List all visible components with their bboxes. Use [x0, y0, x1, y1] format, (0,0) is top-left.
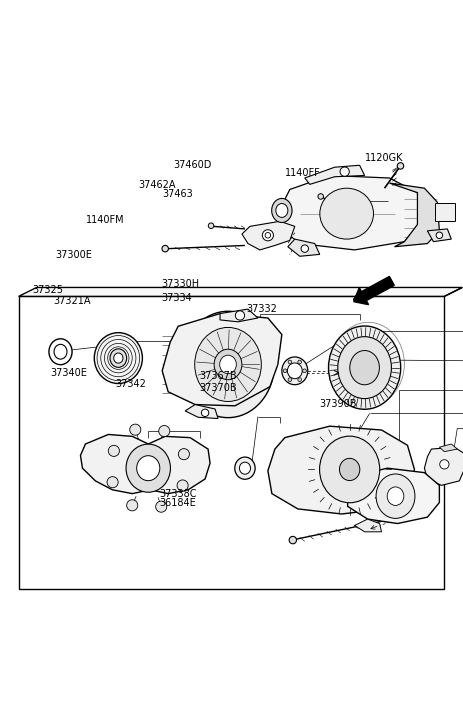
Text: 37367B: 37367B [199, 371, 237, 381]
Ellipse shape [94, 333, 142, 384]
Text: 1120GK: 1120GK [365, 153, 403, 163]
Text: 37340E: 37340E [50, 369, 88, 378]
Polygon shape [287, 239, 319, 257]
Ellipse shape [194, 327, 261, 401]
Text: 37338C: 37338C [159, 489, 196, 499]
Circle shape [162, 246, 168, 252]
Polygon shape [219, 309, 257, 322]
Circle shape [288, 378, 291, 382]
Ellipse shape [271, 198, 291, 222]
Ellipse shape [375, 474, 414, 518]
Circle shape [302, 369, 306, 373]
Circle shape [317, 193, 323, 199]
Ellipse shape [337, 337, 391, 398]
Circle shape [288, 537, 296, 544]
Polygon shape [19, 287, 461, 297]
Polygon shape [304, 165, 364, 185]
Circle shape [235, 311, 244, 320]
Circle shape [108, 446, 119, 457]
Polygon shape [426, 229, 450, 241]
Ellipse shape [49, 339, 72, 365]
Ellipse shape [126, 444, 170, 492]
Circle shape [288, 360, 291, 364]
Text: 37332: 37332 [245, 304, 276, 313]
Text: 37370B: 37370B [199, 382, 237, 393]
Text: 37334: 37334 [161, 293, 192, 303]
Ellipse shape [349, 350, 379, 385]
Ellipse shape [281, 357, 307, 385]
Ellipse shape [287, 363, 301, 379]
Text: 37342: 37342 [115, 379, 146, 389]
Circle shape [282, 369, 286, 373]
Circle shape [262, 230, 273, 241]
Circle shape [178, 449, 189, 459]
Ellipse shape [219, 356, 236, 374]
Circle shape [107, 477, 118, 488]
Polygon shape [19, 297, 444, 589]
Circle shape [435, 232, 442, 238]
Text: 37462A: 37462A [138, 180, 175, 190]
Text: 37390B: 37390B [318, 399, 356, 409]
Circle shape [396, 163, 403, 169]
Ellipse shape [239, 462, 250, 474]
Ellipse shape [234, 457, 255, 479]
Polygon shape [162, 313, 281, 406]
Polygon shape [241, 221, 294, 250]
Circle shape [158, 425, 169, 437]
Ellipse shape [113, 353, 123, 364]
Ellipse shape [328, 326, 400, 409]
Text: 36184E: 36184E [159, 498, 196, 508]
Ellipse shape [339, 458, 359, 481]
Circle shape [201, 409, 208, 417]
Ellipse shape [319, 436, 379, 503]
Ellipse shape [386, 487, 403, 505]
Polygon shape [279, 175, 419, 250]
Polygon shape [438, 444, 457, 451]
Circle shape [126, 499, 138, 511]
Text: 37460D: 37460D [173, 160, 212, 170]
Text: 37330H: 37330H [161, 279, 200, 289]
Circle shape [339, 167, 349, 176]
Polygon shape [388, 183, 438, 246]
Ellipse shape [213, 349, 241, 379]
Circle shape [297, 360, 301, 364]
Circle shape [300, 245, 308, 252]
Circle shape [297, 378, 301, 382]
FancyArrow shape [353, 276, 394, 305]
Circle shape [208, 223, 213, 228]
Circle shape [130, 424, 141, 435]
Text: 37325: 37325 [32, 286, 63, 295]
Ellipse shape [181, 311, 274, 417]
Polygon shape [80, 435, 210, 494]
Circle shape [177, 480, 188, 491]
Text: 37300E: 37300E [55, 250, 92, 260]
Polygon shape [267, 426, 413, 514]
Polygon shape [354, 519, 381, 532]
Polygon shape [347, 468, 438, 523]
Ellipse shape [275, 204, 287, 217]
Circle shape [264, 233, 270, 238]
Ellipse shape [54, 345, 67, 359]
Ellipse shape [110, 349, 126, 367]
Text: 1140FF: 1140FF [285, 169, 320, 178]
Ellipse shape [319, 188, 373, 239]
Text: 1140FM: 1140FM [86, 214, 125, 225]
Polygon shape [424, 447, 463, 486]
Text: 37321A: 37321A [53, 296, 90, 306]
Circle shape [156, 501, 166, 513]
Polygon shape [185, 404, 218, 419]
Circle shape [439, 459, 448, 469]
Ellipse shape [137, 456, 159, 481]
Text: 37463: 37463 [162, 189, 193, 198]
Bar [434, 204, 454, 221]
Polygon shape [444, 287, 461, 297]
